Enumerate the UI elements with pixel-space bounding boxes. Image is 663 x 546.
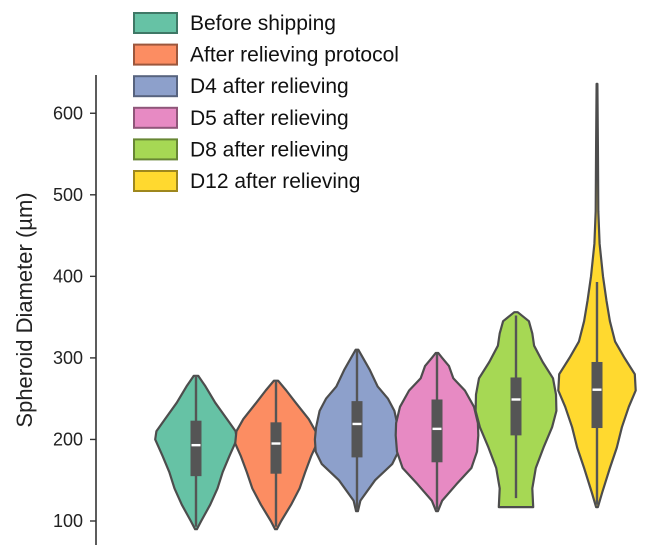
violin-group	[474, 311, 558, 509]
violin-iqr-box	[190, 420, 202, 477]
legend: Before shipping After relieving protocol D…	[133, 12, 399, 193]
violin-iqr-box	[270, 422, 282, 474]
violin-group	[313, 348, 401, 513]
legend-swatch	[133, 12, 178, 34]
violin-group	[394, 351, 480, 513]
violin-iqr-box	[351, 401, 363, 458]
legend-label: After relieving protocol	[190, 44, 399, 67]
legend-label: Before shipping	[190, 12, 336, 35]
y-tick-label: 100	[53, 511, 83, 531]
y-axis-ticks: 100 200 300 400 500 600	[53, 103, 96, 531]
violin-group	[234, 379, 318, 531]
y-tick-label: 600	[53, 103, 83, 123]
violin-group	[154, 374, 238, 531]
legend-swatch	[133, 43, 178, 66]
legend-swatch	[133, 170, 178, 192]
legend-swatch	[133, 138, 178, 161]
legend-label: D4 after relieving	[190, 75, 349, 98]
legend-label: D5 after relieving	[190, 107, 349, 130]
violin-group	[557, 82, 637, 509]
legend-label: D8 after relieving	[190, 138, 349, 161]
y-axis-label: Spheroid Diameter (µm)	[12, 192, 37, 427]
violin-iqr-box	[591, 361, 603, 429]
violin-iqr-box	[510, 377, 522, 436]
y-tick-label: 200	[53, 429, 83, 449]
violin-iqr-box	[431, 399, 443, 463]
legend-swatch	[133, 106, 178, 129]
y-tick-label: 300	[53, 348, 83, 368]
violins	[154, 82, 637, 531]
legend-label: D12 after relieving	[190, 170, 360, 193]
y-tick-label: 500	[53, 185, 83, 205]
legend-swatch	[133, 75, 178, 98]
y-tick-label: 400	[53, 266, 83, 286]
